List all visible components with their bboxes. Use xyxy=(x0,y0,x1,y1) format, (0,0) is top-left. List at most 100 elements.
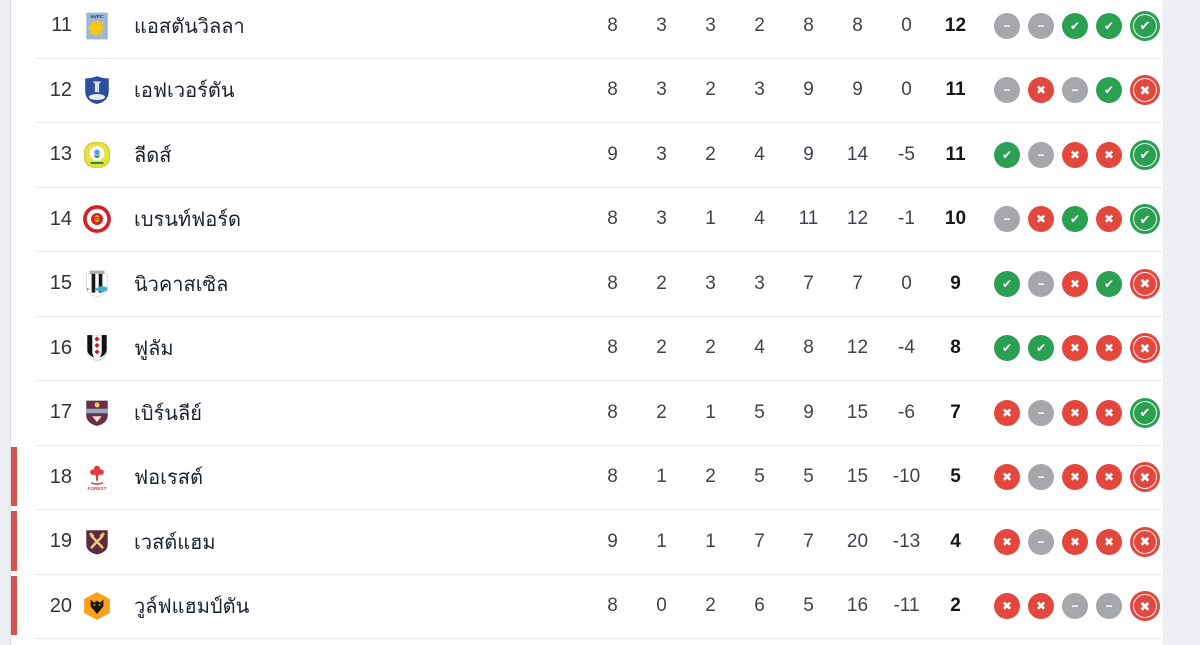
team-name[interactable]: นิวคาสเซิล xyxy=(134,273,229,296)
position: 11 xyxy=(51,14,72,37)
form-icons: − ✖ − ✔ ✖ xyxy=(994,75,1160,106)
form-loss-icon: ✖ xyxy=(1096,141,1122,168)
form-draw-icon: − xyxy=(1028,270,1054,297)
table-row[interactable]: 13 ลีดส์ 9 3 2 4 9 14 -5 11 ✔ − ✖ ✖ ✔ xyxy=(36,123,1163,188)
team-name[interactable]: แอสตันวิลลา xyxy=(134,15,245,38)
table-row[interactable]: 19 เวสต์แฮม 9 1 1 7 7 20 -13 4 ✖ − ✖ ✖ ✖ xyxy=(11,510,1163,575)
form-loss-icon: ✖ xyxy=(994,593,1020,620)
form-loss-icon: ✖ xyxy=(1062,270,1088,297)
goals-against-value: 16 xyxy=(846,595,869,617)
table-row[interactable]: 15 นิวคาสเซิล 8 2 3 3 7 7 0 9 ✔ − ✖ ✔ ✖ xyxy=(36,252,1163,317)
points-value: 5 xyxy=(950,466,961,488)
everton-crest xyxy=(82,75,112,105)
form-win-icon: ✔ xyxy=(1096,270,1122,297)
form-loss-icon: ✖ xyxy=(1096,335,1122,362)
forest-crest: FOREST xyxy=(82,462,112,492)
table-row[interactable]: 20 วูล์ฟแฮมป์ตัน 8 0 2 6 5 16 -11 2 ✖ ✖ − −… xyxy=(11,574,1163,639)
position: 15 xyxy=(49,272,72,295)
form-icons: ✔ ✔ ✖ ✖ ✖ xyxy=(994,333,1160,364)
team-name[interactable]: ฟูลัม xyxy=(134,338,174,361)
form-draw-icon: − xyxy=(994,206,1020,233)
form-win-icon: ✔ xyxy=(1130,204,1160,235)
goals-for-value: 11 xyxy=(798,208,819,230)
points-value: 11 xyxy=(945,143,966,165)
form-win-icon: ✔ xyxy=(1096,12,1122,39)
played-value: 8 xyxy=(607,401,618,423)
team-name[interactable]: ฟอเรสต์ xyxy=(134,467,203,490)
form-draw-icon: − xyxy=(994,77,1020,104)
form-loss-icon: ✖ xyxy=(1130,75,1160,106)
svg-text:FOREST: FOREST xyxy=(87,486,106,491)
points-value: 10 xyxy=(944,208,967,230)
lost-value: 5 xyxy=(754,466,765,488)
form-loss-icon: ✖ xyxy=(1062,141,1088,168)
goals-against-value: 8 xyxy=(852,14,863,36)
drawn-value: 2 xyxy=(705,79,716,101)
goal-diff-value: -10 xyxy=(892,466,921,488)
points-value: 12 xyxy=(944,14,967,36)
table-row[interactable]: 14 เบรนท์ฟอร์ด 8 3 1 4 11 12 -1 10 − ✖ ✔ ✖ ✔ xyxy=(36,187,1163,252)
table-row[interactable]: 18 FOREST ฟอเรสต์ 8 1 2 5 5 15 -10 5 ✖ − ✖… xyxy=(11,445,1163,510)
form-icons: ✖ − ✖ ✖ ✖ xyxy=(994,526,1160,557)
goal-diff-value: 0 xyxy=(901,79,912,101)
form-win-icon: ✔ xyxy=(994,270,1020,297)
form-loss-icon: ✖ xyxy=(1062,399,1088,426)
form-loss-icon: ✖ xyxy=(1130,462,1160,493)
drawn-value: 1 xyxy=(705,208,716,230)
fulham-crest xyxy=(82,333,112,363)
lost-value: 5 xyxy=(754,401,765,423)
form-win-icon: ✔ xyxy=(994,141,1020,168)
team-name[interactable]: เบรนท์ฟอร์ด xyxy=(134,209,242,232)
won-value: 3 xyxy=(656,208,667,230)
form-icons: ✖ − ✖ ✖ ✔ xyxy=(994,397,1160,428)
goals-for-value: 8 xyxy=(803,14,814,36)
position: 13 xyxy=(49,143,72,166)
form-icons: − ✖ ✔ ✖ ✔ xyxy=(994,204,1160,235)
position: 19 xyxy=(49,530,72,553)
form-win-icon: ✔ xyxy=(1130,397,1160,428)
team-name[interactable]: เบิร์นลีย์ xyxy=(134,402,202,425)
form-draw-icon: − xyxy=(1028,399,1054,426)
played-value: 8 xyxy=(607,14,618,36)
league-table: 11 AVFC แอสตันวิลลา 8 3 3 2 8 8 0 12 − − ✔… xyxy=(11,0,1163,639)
goals-for-value: 9 xyxy=(803,401,814,423)
goals-for-value: 8 xyxy=(803,337,814,359)
table-row[interactable]: 16 ฟูลัม 8 2 2 4 8 12 -4 8 ✔ ✔ ✖ ✖ ✖ xyxy=(36,316,1163,381)
goals-for-value: 7 xyxy=(803,530,814,552)
goal-diff-value: -6 xyxy=(898,401,915,423)
drawn-value: 2 xyxy=(705,337,716,359)
won-value: 1 xyxy=(656,466,667,488)
leeds-crest xyxy=(82,140,112,170)
newcastle-crest xyxy=(82,269,112,299)
drawn-value: 1 xyxy=(705,401,716,423)
team-name[interactable]: วูล์ฟแฮมป์ตัน xyxy=(134,596,250,619)
form-loss-icon: ✖ xyxy=(1096,464,1122,491)
position: 17 xyxy=(49,401,72,424)
form-win-icon: ✔ xyxy=(1062,206,1088,233)
form-draw-icon: − xyxy=(1028,141,1054,168)
form-icons: − − ✔ ✔ ✔ xyxy=(994,10,1160,41)
form-loss-icon: ✖ xyxy=(1130,268,1160,299)
played-value: 9 xyxy=(607,143,618,165)
goals-against-value: 20 xyxy=(846,530,869,552)
form-loss-icon: ✖ xyxy=(1130,333,1160,364)
table-row[interactable]: 11 AVFC แอสตันวิลลา 8 3 3 2 8 8 0 12 − − ✔… xyxy=(36,0,1163,59)
goals-for-value: 5 xyxy=(803,466,814,488)
played-value: 8 xyxy=(607,79,618,101)
table-row[interactable]: 17 เบิร์นลีย์ 8 2 1 5 9 15 -6 7 ✖ − ✖ ✖ ✔ xyxy=(36,381,1163,446)
team-name[interactable]: ลีดส์ xyxy=(134,144,172,167)
goals-against-value: 7 xyxy=(852,272,863,294)
form-icons: ✖ − ✖ ✖ ✖ xyxy=(994,462,1160,493)
position: 16 xyxy=(49,336,72,359)
goals-against-value: 15 xyxy=(846,401,869,423)
team-name[interactable]: เวสต์แฮม xyxy=(134,531,216,554)
goals-against-value: 9 xyxy=(852,79,863,101)
team-name[interactable]: เอฟเวอร์ตัน xyxy=(134,80,235,103)
table-row[interactable]: 12 เอฟเวอร์ตัน 8 3 2 3 9 9 0 11 − ✖ − ✔ ✖ xyxy=(36,58,1163,123)
form-loss-icon: ✖ xyxy=(1130,526,1160,557)
goals-for-value: 5 xyxy=(803,595,814,617)
points-value: 11 xyxy=(945,79,966,101)
drawn-value: 3 xyxy=(705,14,716,36)
form-win-icon: ✔ xyxy=(994,335,1020,362)
drawn-value: 2 xyxy=(705,595,716,617)
